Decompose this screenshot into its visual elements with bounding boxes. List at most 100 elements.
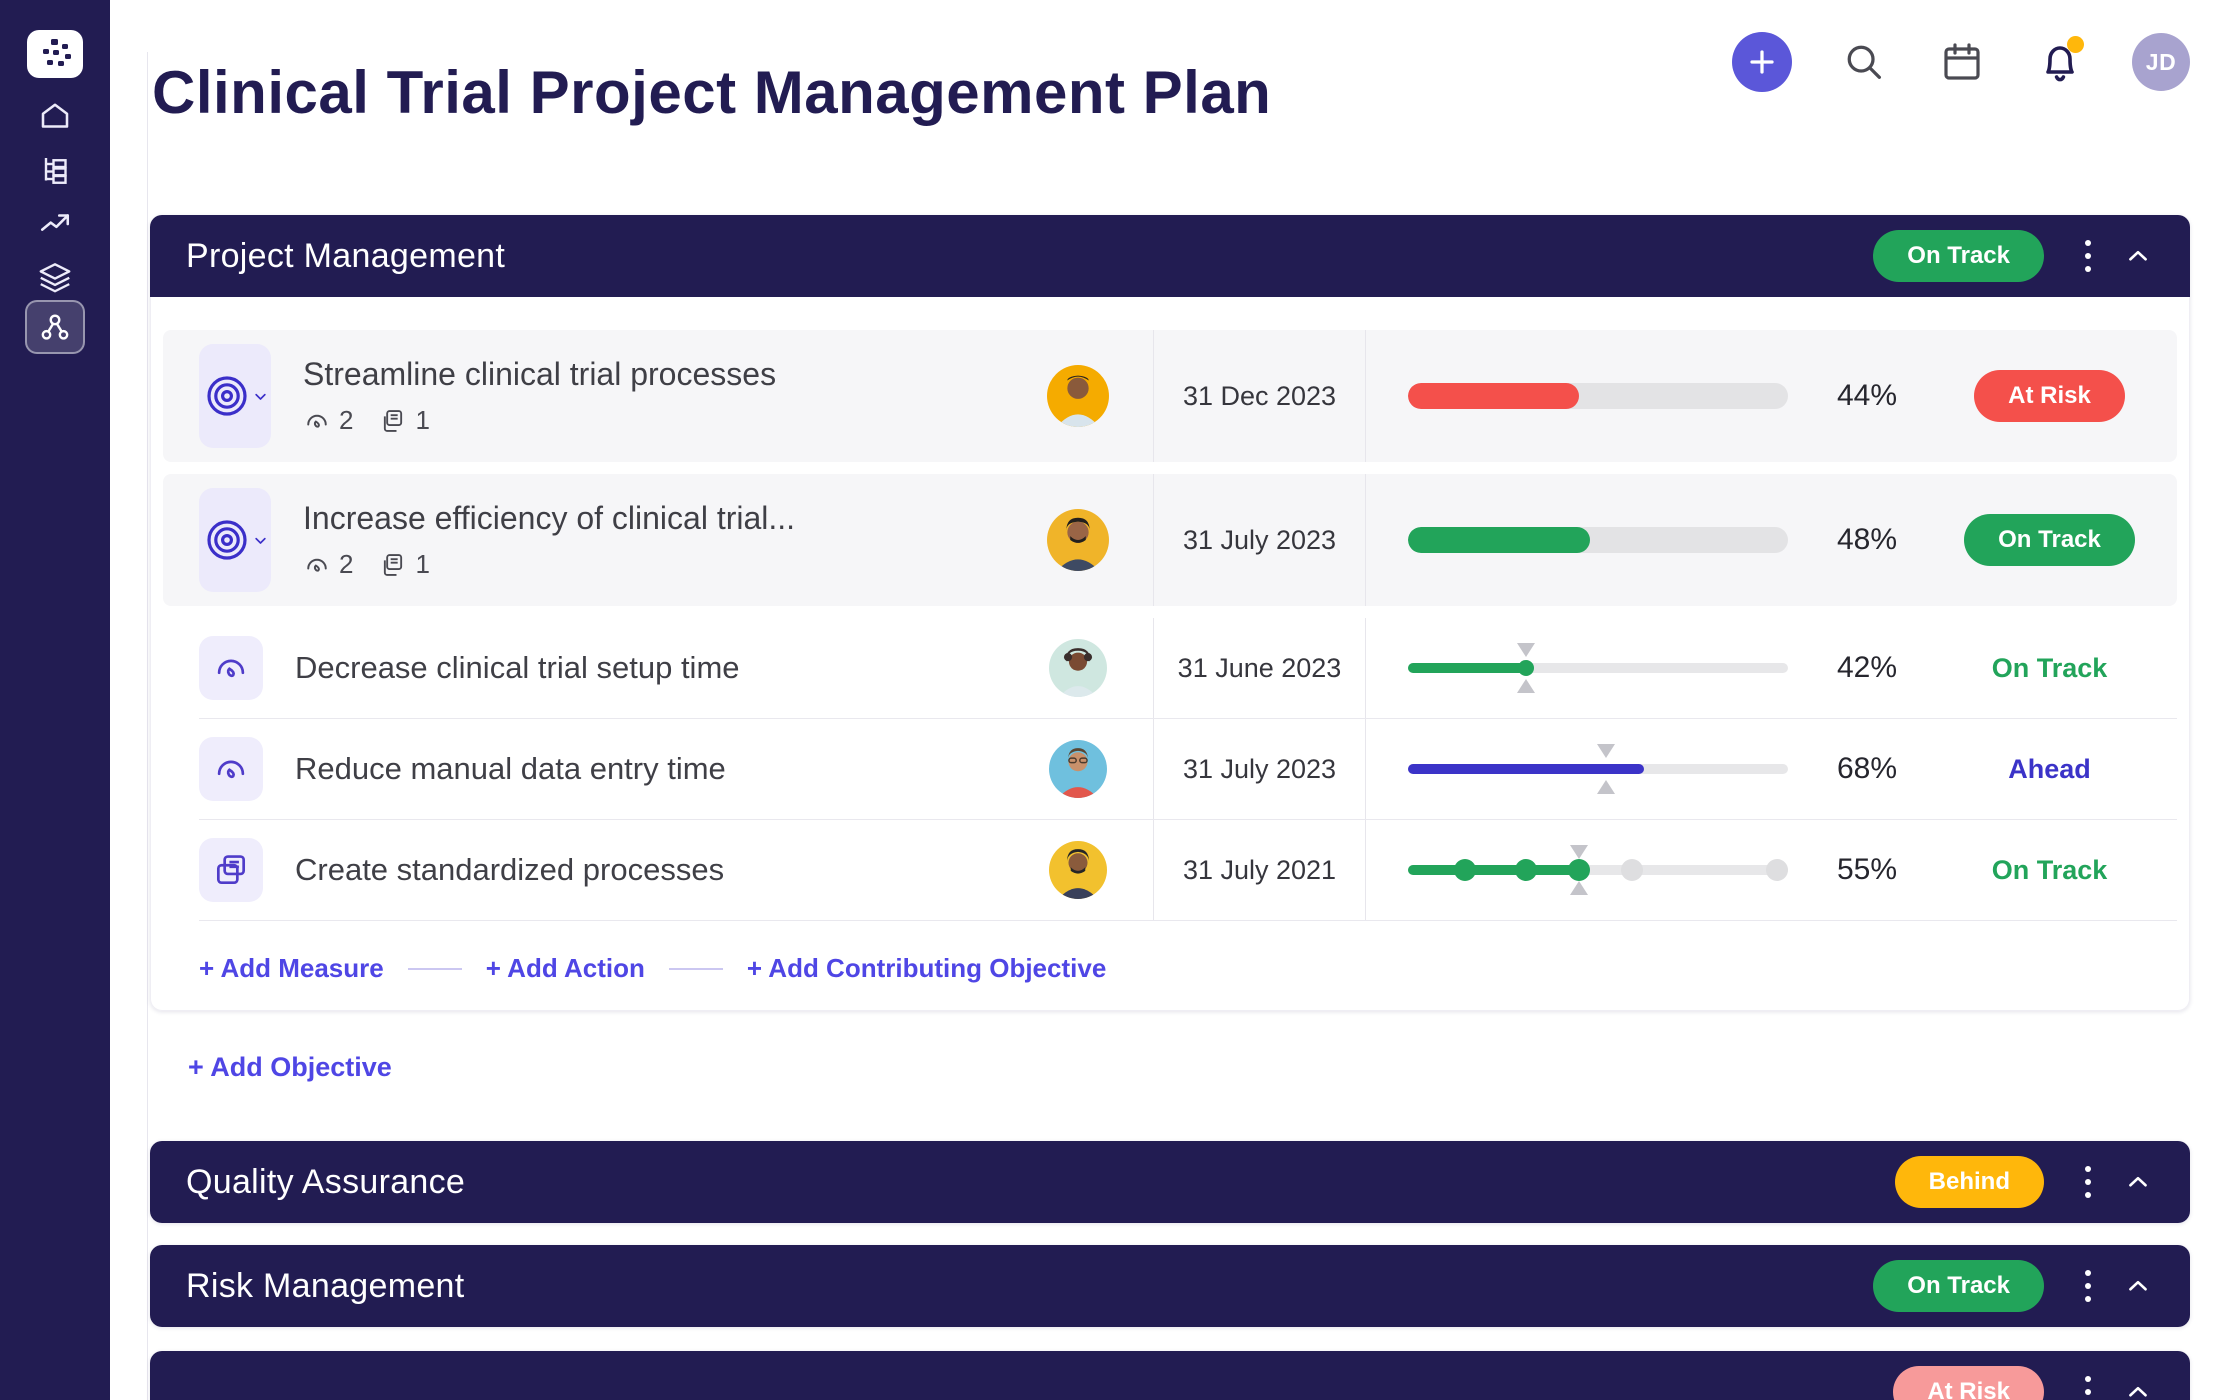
bell-icon (2046, 46, 2074, 82)
gauge-icon (307, 414, 327, 428)
objective-row[interactable]: Streamline clinical trial processes 2 (163, 330, 2177, 462)
sidebar-item-plans[interactable] (0, 152, 110, 188)
measures-count[interactable]: 2 (303, 405, 353, 436)
progress-bar[interactable] (1408, 643, 1788, 693)
sidebar-item-performance[interactable] (0, 207, 110, 241)
milestone-dot[interactable] (1454, 859, 1476, 881)
link-connector (407, 967, 462, 970)
chevron-up-icon (2129, 1176, 2147, 1187)
progress-bar[interactable] (1408, 744, 1788, 794)
status-badge: On Track (1873, 230, 2044, 282)
section-header[interactable]: Risk Management On Track (150, 1245, 2190, 1327)
section-header[interactable]: At Risk (150, 1351, 2190, 1400)
sidebar-item-strategy-map-selected[interactable] (25, 300, 85, 354)
progress-percent: 68% (1836, 752, 1898, 785)
measure-title[interactable]: Reduce manual data entry time (295, 751, 726, 786)
more-menu-button[interactable] (2066, 230, 2110, 282)
section-header[interactable]: Quality Assurance Behind (150, 1141, 2190, 1223)
objective-icon-tile[interactable] (199, 488, 271, 592)
content-divider (147, 52, 148, 1400)
owner-avatar[interactable] (1046, 365, 1109, 427)
measures-count[interactable]: 2 (303, 549, 353, 580)
progress-percent: 48% (1836, 523, 1898, 556)
due-date: 31 July 2021 (1153, 820, 1366, 920)
sidebar-item-home[interactable] (0, 98, 110, 134)
progress-bar[interactable] (1408, 383, 1788, 409)
more-menu-button[interactable] (2066, 1260, 2110, 1312)
search-button[interactable] (1838, 36, 1890, 88)
row-divider (199, 819, 2177, 820)
more-menu-button[interactable] (2066, 1156, 2110, 1208)
progress-percent: 44% (1836, 379, 1898, 412)
milestone-progress-bar[interactable] (1408, 845, 1788, 895)
measure-title[interactable]: Decrease clinical trial setup time (295, 650, 740, 685)
section-title: Project Management (186, 236, 506, 275)
section-partial-bottom: At Risk (150, 1351, 2190, 1400)
actions-count[interactable]: 1 (379, 405, 430, 436)
chevron-up-icon (2129, 1280, 2147, 1291)
milestone-dot[interactable] (1621, 859, 1644, 881)
gauge-icon (217, 760, 245, 779)
action-icon-tile[interactable] (199, 838, 263, 902)
status-label: On Track (1991, 652, 2108, 683)
add-contributing-objective-link[interactable]: + Add Contributing Objective (746, 953, 1107, 983)
objective-title[interactable]: Streamline clinical trial processes (303, 356, 777, 392)
network-icon (41, 314, 69, 340)
collapse-button[interactable] (2116, 1366, 2160, 1400)
due-date: 31 Dec 2023 (1153, 330, 1366, 462)
target-icon (206, 376, 247, 416)
notifications-button[interactable] (2034, 36, 2086, 88)
pages-icon (384, 553, 403, 576)
page-title: Clinical Trial Project Management Plan (152, 59, 1272, 126)
collapse-button[interactable] (2116, 1156, 2160, 1208)
gauge-icon (217, 659, 245, 678)
status-badge: On Track (1964, 514, 2135, 566)
measure-row[interactable]: Reduce manual data entry time 31 July 20… (163, 719, 2177, 819)
chevron-down-icon (254, 393, 266, 400)
status-badge: Behind (1894, 1156, 2044, 1208)
owner-avatar[interactable] (1046, 509, 1109, 571)
section-risk-management: Risk Management On Track (150, 1245, 2190, 1327)
row-divider (199, 920, 2177, 921)
add-measure-link[interactable]: + Add Measure (199, 953, 384, 983)
app-logo[interactable] (27, 30, 83, 78)
milestone-dot[interactable] (1568, 859, 1590, 881)
chevron-down-icon (254, 537, 266, 544)
owner-avatar[interactable] (1048, 639, 1107, 697)
status-label: Ahead (2008, 753, 2091, 784)
link-connector (668, 967, 723, 970)
gauge-icon (307, 558, 327, 572)
collapse-button[interactable] (2116, 1260, 2160, 1312)
action-row[interactable]: Create standardized processes 31 July 20… (163, 820, 2177, 920)
milestone-dot[interactable] (1765, 859, 1788, 881)
measure-row[interactable]: Decrease clinical trial setup time 31 Ju… (163, 618, 2177, 718)
section-body: Streamline clinical trial processes 2 (150, 297, 2190, 1011)
objective-title[interactable]: Increase efficiency of clinical trial... (303, 500, 796, 536)
add-button[interactable] (1732, 32, 1792, 92)
measure-icon-tile[interactable] (199, 737, 263, 801)
pages-icon (216, 855, 246, 885)
collapse-button[interactable] (2116, 230, 2160, 282)
progress-bar[interactable] (1408, 527, 1788, 553)
section-title: Risk Management (186, 1266, 465, 1305)
add-objective-link[interactable]: + Add Objective (188, 1052, 392, 1082)
objective-row[interactable]: Increase efficiency of clinical trial...… (163, 474, 2177, 606)
user-avatar[interactable]: JD (2132, 33, 2190, 91)
owner-avatar[interactable] (1048, 740, 1107, 798)
search-icon (1847, 45, 1881, 79)
section-header[interactable]: Project Management On Track (150, 215, 2190, 297)
sidebar-item-layers[interactable] (0, 258, 110, 296)
chevron-up-icon (2129, 250, 2147, 261)
more-menu-button[interactable] (2066, 1366, 2110, 1400)
objective-icon-tile[interactable] (199, 344, 271, 448)
actions-count[interactable]: 1 (379, 549, 430, 580)
section-project-management: Project Management On Track (150, 215, 2190, 1011)
calendar-button[interactable] (1936, 36, 1988, 88)
measure-icon-tile[interactable] (199, 636, 263, 700)
action-title[interactable]: Create standardized processes (295, 852, 725, 887)
owner-avatar[interactable] (1048, 841, 1107, 899)
milestone-dot[interactable] (1514, 859, 1537, 881)
add-action-link[interactable]: + Add Action (485, 953, 645, 983)
status-badge: On Track (1873, 1260, 2044, 1312)
due-date: 31 July 2023 (1153, 719, 1366, 819)
